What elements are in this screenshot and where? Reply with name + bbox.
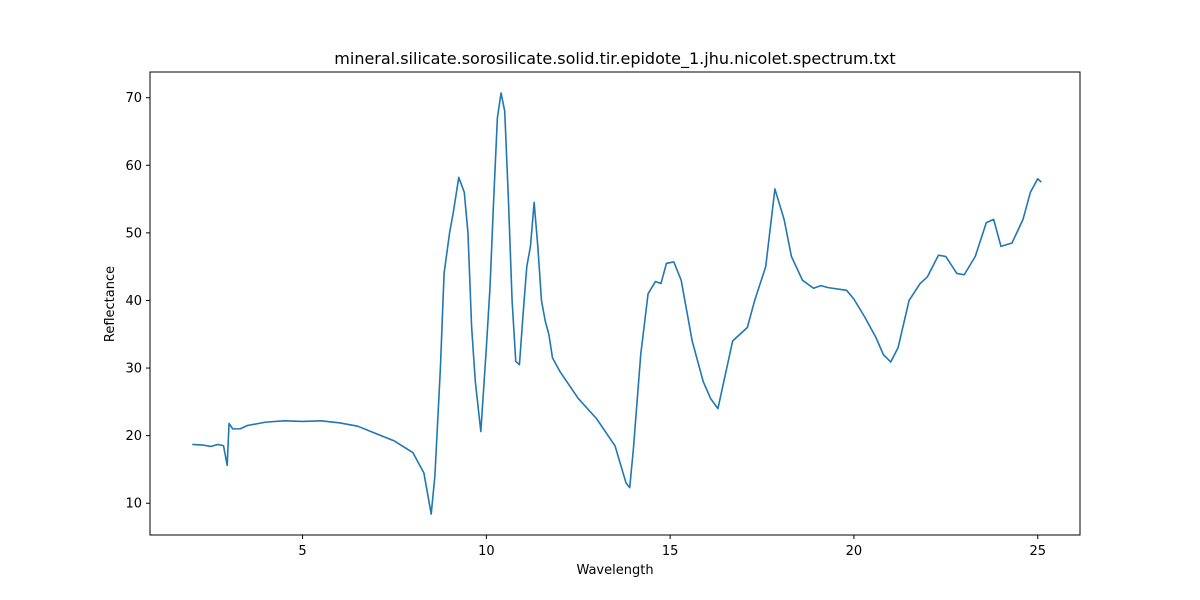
x-tick-label: 15 — [662, 544, 679, 559]
x-tick-label: 5 — [298, 544, 306, 559]
x-tick-label: 10 — [478, 544, 495, 559]
x-tick-label: 20 — [846, 544, 863, 559]
plot-frame — [149, 71, 1081, 536]
y-tick-label: 10 — [125, 497, 142, 512]
y-tick-label: 40 — [125, 294, 142, 309]
y-tick-label: 50 — [125, 226, 142, 241]
y-tick-label: 30 — [125, 362, 142, 377]
chart-title: mineral.silicate.sorosilicate.solid.tir.… — [334, 49, 895, 69]
y-tick-label: 70 — [125, 91, 142, 106]
y-axis-label: Reflectance — [103, 266, 118, 342]
x-tick-label: 25 — [1029, 544, 1046, 559]
x-axis-label: Wavelength — [576, 563, 653, 578]
y-tick-label: 20 — [125, 429, 142, 444]
y-tick-label: 60 — [125, 159, 142, 174]
line — [192, 92, 1042, 515]
